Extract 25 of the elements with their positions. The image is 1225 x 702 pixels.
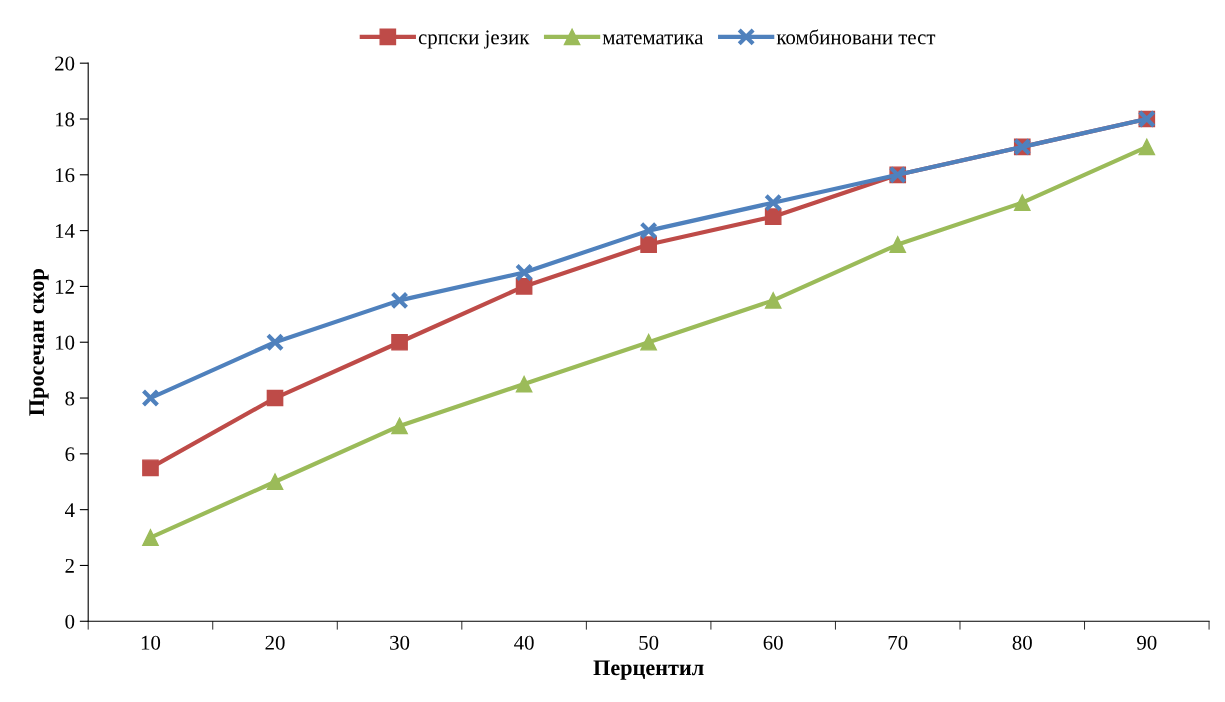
x-tick-label: 20 (265, 635, 285, 650)
y-tick-label: 12 (56, 279, 74, 294)
y-tick-label: 20 (55, 56, 75, 71)
x-tick-label: 40 (514, 635, 534, 650)
x-tick-label: 10 (141, 635, 161, 650)
x-tick-label: 90 (1137, 635, 1157, 650)
y-tick-label: 8 (65, 391, 75, 406)
y-tick-label: 16 (56, 168, 75, 183)
x-axis-title: Перцентил (593, 660, 704, 680)
x-tick-label: 70 (888, 635, 908, 650)
y-tick-label: 2 (65, 558, 74, 573)
x-tick-label: 80 (1012, 635, 1032, 650)
y-tick-label: 14 (56, 224, 75, 238)
x-tick-label: 60 (763, 635, 783, 650)
legend-label: математика (602, 34, 704, 45)
x-tick-label: 30 (390, 635, 410, 650)
y-tick-label: 18 (56, 112, 75, 127)
y-axis-title: Просечан скор (29, 269, 49, 416)
legend-label: комбиновани тест (776, 29, 936, 45)
y-tick-label: 10 (56, 335, 75, 350)
y-tick-label: 0 (65, 614, 75, 629)
y-tick-label: 4 (65, 503, 75, 517)
y-tick-label: 6 (65, 447, 75, 462)
x-tick-label: 50 (639, 635, 659, 650)
legend-label: српски језик (418, 30, 530, 49)
